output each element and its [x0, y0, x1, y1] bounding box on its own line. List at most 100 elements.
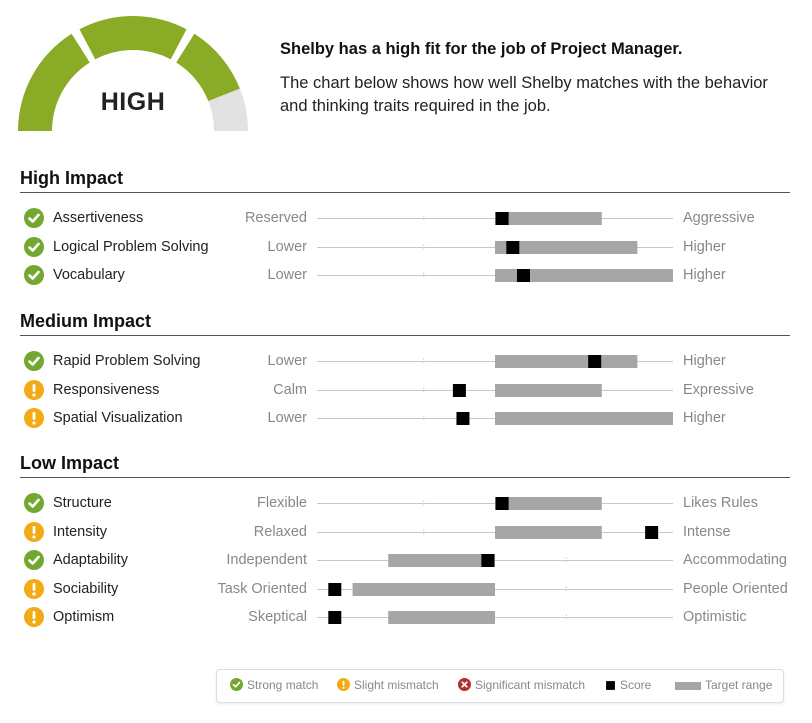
- trait-row: Logical Problem Solving Lower Higher: [0, 234, 812, 262]
- gauge-segment-empty: [208, 88, 248, 131]
- fit-level-label: HIGH: [100, 88, 166, 116]
- score-marker: [452, 383, 466, 397]
- scale-high-label: Aggressive: [683, 210, 755, 226]
- scale-high-label: Expressive: [683, 381, 754, 398]
- target-range-bar: [495, 525, 602, 539]
- trait-scale: [317, 611, 673, 625]
- check-circle-icon: [24, 351, 44, 371]
- trait-row: Adaptability Independent Accommodating: [0, 547, 812, 575]
- section-title: High Impact: [20, 168, 790, 193]
- trait-scale: [317, 383, 673, 397]
- legend-range: Target range: [675, 678, 772, 692]
- trait-scale: [317, 412, 673, 426]
- target-range-bar: [495, 412, 673, 426]
- exclamation-circle-icon: [24, 578, 44, 599]
- scale-high-label: Intense: [683, 523, 731, 540]
- check-circle-icon: [24, 265, 44, 286]
- scale-high-label: Higher: [683, 353, 726, 369]
- trait-scale: [317, 212, 673, 225]
- scale-low-label: Task Oriented: [217, 580, 307, 597]
- trait-scale: [317, 497, 673, 510]
- target-range-bar: [495, 240, 638, 254]
- target-range-bar: [495, 355, 638, 368]
- legend-slight: Slight mismatch: [337, 678, 439, 692]
- legend-strong-label: Strong match: [247, 678, 319, 692]
- scale-high-label: Accommodating: [683, 552, 787, 569]
- trait-row: Rapid Problem Solving Lower Higher: [0, 348, 812, 376]
- score-marker: [516, 269, 530, 283]
- legend: Strong match Slight mismatch Significant…: [216, 669, 784, 703]
- trait-row: Structure Flexible Likes Rules: [0, 490, 812, 518]
- score-marker: [328, 611, 342, 625]
- trait-row: Sociability Task Oriented People Oriented: [0, 576, 812, 604]
- score-marker: [481, 554, 495, 568]
- fit-gauge: [18, 16, 248, 131]
- legend-significant: Significant mismatch: [458, 678, 585, 692]
- trait-name: Logical Problem Solving: [53, 238, 209, 255]
- scale-low-label: Flexible: [257, 495, 307, 511]
- gauge-segment-1: [18, 33, 90, 131]
- trait-name: Spatial Visualization: [53, 410, 183, 427]
- score-marker: [456, 412, 470, 426]
- target-range-bar: [388, 554, 495, 568]
- scale-low-label: Reserved: [244, 210, 307, 226]
- trait-name: Structure: [53, 495, 112, 511]
- trait-name: Intensity: [53, 523, 107, 540]
- trait-row: Vocabulary Lower Higher: [0, 262, 812, 290]
- scale-high-label: Higher: [683, 410, 726, 427]
- scale-low-label: Lower: [267, 353, 308, 369]
- trait-name: Responsiveness: [53, 381, 160, 398]
- scale-low-label: Lower: [267, 410, 308, 427]
- score-marker: [506, 240, 520, 254]
- target-range-bar: [352, 582, 495, 596]
- check-circle-icon: [24, 550, 44, 571]
- scale-low-label: Independent: [226, 552, 307, 569]
- score-square-icon: [606, 681, 615, 690]
- trait-name: Sociability: [53, 580, 119, 597]
- score-marker: [495, 212, 509, 225]
- trait-scale: [317, 525, 673, 539]
- trait-row: Assertiveness Reserved Aggressive: [0, 205, 812, 233]
- section-title: Medium Impact: [20, 311, 790, 336]
- range-bar-icon: [675, 682, 701, 690]
- trait-row: Responsiveness Calm Expressive: [0, 377, 812, 405]
- scale-high-label: Higher: [683, 238, 726, 255]
- score-marker: [495, 497, 509, 510]
- fit-description: The chart below shows how well Shelby ma…: [280, 74, 768, 115]
- target-range-bar: [495, 383, 602, 397]
- target-range-bar: [495, 497, 602, 510]
- scale-low-label: Skeptical: [248, 609, 307, 626]
- legend-significant-label: Significant mismatch: [475, 678, 586, 692]
- trait-scale: [317, 240, 673, 254]
- exclamation-circle-icon: [337, 678, 350, 691]
- exclamation-circle-icon: [24, 521, 44, 542]
- check-circle-icon: [24, 493, 44, 513]
- trait-row: Intensity Relaxed Intense: [0, 519, 812, 547]
- x-circle-icon: [458, 678, 471, 691]
- target-range-bar: [388, 611, 495, 625]
- trait-row: Spatial Visualization Lower Higher: [0, 405, 812, 433]
- scale-high-label: Optimistic: [683, 609, 747, 626]
- trait-scale: [317, 582, 673, 596]
- check-circle-icon: [230, 678, 243, 691]
- scale-low-label: Lower: [267, 267, 308, 284]
- trait-name: Optimism: [53, 609, 115, 626]
- legend-range-label: Target range: [705, 678, 773, 692]
- target-range-bar: [495, 269, 673, 283]
- score-marker: [645, 525, 659, 539]
- scale-low-label: Relaxed: [253, 523, 307, 540]
- trait-row: Optimism Skeptical Optimistic: [0, 604, 812, 632]
- fit-headline: Shelby has a high fit for the job of Pro…: [280, 40, 683, 58]
- scale-low-label: Lower: [267, 238, 308, 255]
- trait-name: Assertiveness: [53, 210, 144, 226]
- trait-scale: [317, 554, 673, 568]
- check-circle-icon: [24, 236, 44, 257]
- exclamation-circle-icon: [24, 408, 44, 429]
- target-range-bar: [495, 212, 602, 225]
- legend-score-label: Score: [620, 678, 652, 692]
- score-marker: [588, 355, 602, 368]
- trait-scale: [317, 269, 673, 283]
- score-marker: [328, 582, 342, 596]
- trait-name: Adaptability: [53, 552, 128, 569]
- scale-high-label: Likes Rules: [683, 495, 758, 511]
